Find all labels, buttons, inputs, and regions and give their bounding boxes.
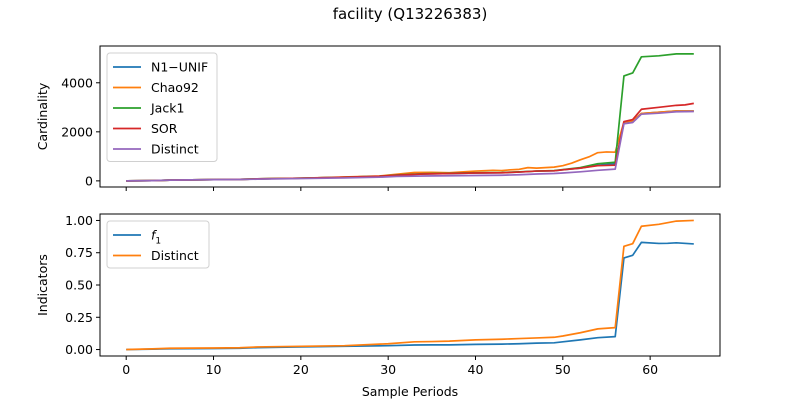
- series-line-distinct: [126, 110, 694, 182]
- legend-label-chao92: Chao92: [151, 80, 199, 95]
- legend-label-sor: SOR: [151, 121, 178, 136]
- y-tick-label: 0.00: [65, 342, 93, 357]
- chart-title: facility (Q13226383): [333, 5, 488, 23]
- x-tick-label: 60: [642, 362, 658, 377]
- legend-label-f-part: f: [151, 228, 157, 243]
- legend-label-subscript: 1: [155, 237, 161, 247]
- cardinality-y-ticks: 0 2000 4000: [61, 75, 100, 188]
- x-tick-label: 0: [122, 362, 130, 377]
- y-tick-label: 0.25: [65, 310, 93, 325]
- indicators-y-ticks: 0.00 0.25 0.50 0.75 1.00: [65, 213, 100, 357]
- legend-label-jack1: Jack1: [150, 101, 184, 116]
- series-line-distinct: [126, 219, 694, 351]
- legend-label-n1-unif: N1−UNIF: [151, 60, 208, 75]
- cardinality-y-axis-label: Cardinality: [35, 82, 50, 150]
- x-tick-label: 20: [293, 362, 309, 377]
- cardinality-x-ticks: [125, 187, 651, 191]
- legend-label-distinct: Distinct: [151, 142, 199, 157]
- cardinality-axes-frame: [99, 45, 721, 188]
- y-tick-label: 1.00: [65, 213, 93, 228]
- cardinality-series-group: [126, 52, 694, 182]
- y-tick-label: 2000: [61, 124, 93, 139]
- series-line-f1: [126, 241, 694, 351]
- legend-label-f1: f1: [151, 228, 161, 247]
- indicators-panel: 0.00 0.25 0.50 0.75 1.00 0 10 20 30 40 50 60 Indic…: [35, 213, 721, 399]
- x-tick-label: 40: [468, 362, 484, 377]
- x-tick-label: 30: [380, 362, 396, 377]
- x-axis-label: Sample Periods: [362, 384, 458, 399]
- cardinality-panel: 0 2000 4000 Cardinality N1−UNIF Chao92 Jack1…: [35, 45, 721, 191]
- x-tick-label: 50: [555, 362, 571, 377]
- legend-frame: [106, 52, 218, 162]
- indicators-x-ticks: 0 10 20 30 40 50 60: [122, 356, 658, 377]
- y-tick-label: 0.75: [65, 245, 93, 260]
- indicators-series-group: [126, 219, 694, 351]
- x-tick-label: 10: [206, 362, 222, 377]
- indicators-y-axis-label: Indicators: [35, 254, 50, 316]
- y-tick-label: 4000: [61, 75, 93, 90]
- y-tick-label: 0.50: [65, 278, 93, 293]
- legend-label-distinct: Distinct: [151, 248, 199, 263]
- cardinality-legend: N1−UNIF Chao92 Jack1 SOR Distinct: [106, 52, 218, 162]
- y-tick-label: 0: [85, 173, 93, 188]
